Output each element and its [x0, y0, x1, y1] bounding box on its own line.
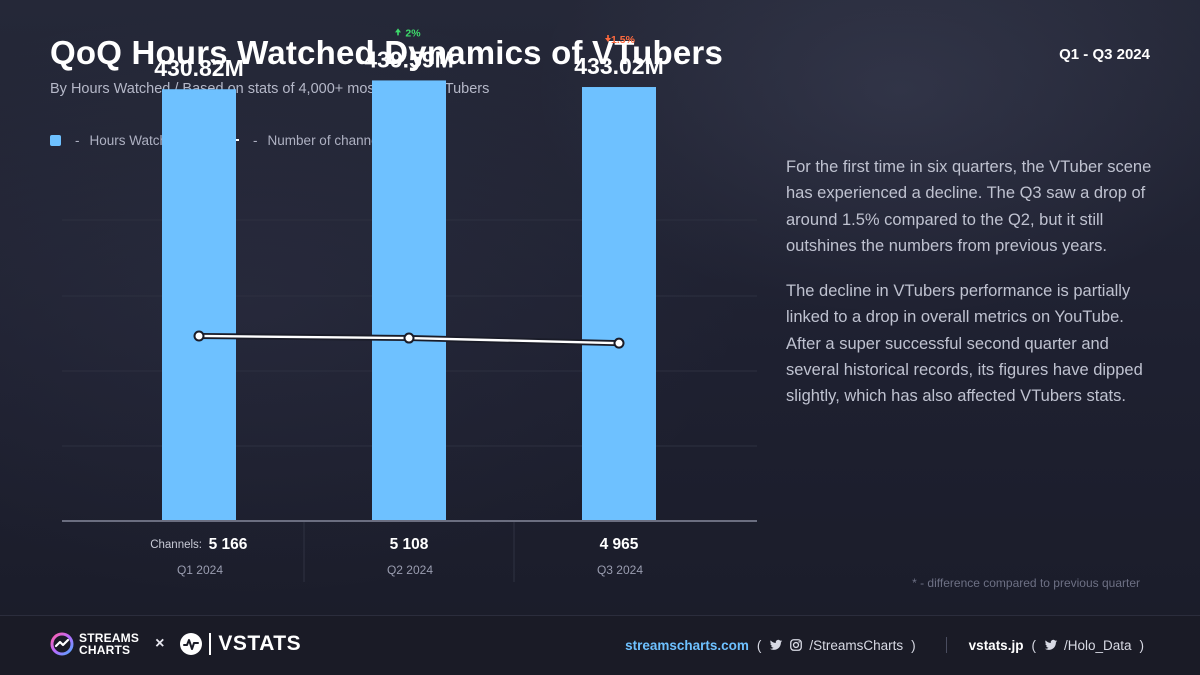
- footer-divider: [945, 637, 947, 653]
- collab-times: ×: [155, 635, 165, 652]
- description-paragraph-1: For the first time in six quarters, the …: [786, 158, 1152, 255]
- bar-chart: 430.82M 439.59M 2% 433.02M 1.5% Channels: 5 16…: [62, 27, 757, 582]
- bar-value-label: 433.02M: [574, 53, 664, 79]
- arrow-up-icon: [395, 28, 401, 36]
- twitter-icon[interactable]: [1044, 638, 1058, 652]
- description: For the first time in six quarters, the …: [786, 154, 1156, 429]
- channels-prefix-label: Channels:: [150, 539, 202, 551]
- vstats-wordmark: VSTATS: [218, 632, 302, 655]
- vstats-logo-icon: [180, 633, 203, 655]
- vstats-handle[interactable]: /Holo_Data: [1063, 637, 1132, 653]
- twitter-icon[interactable]: [769, 638, 783, 652]
- channels-point: [193, 330, 205, 342]
- chart-title: QoQ Hours Watched Dynamics of VTubers: [50, 34, 724, 71]
- legend-dash: -: [75, 132, 80, 148]
- period-label: Q1 - Q3 2024: [1059, 46, 1150, 63]
- footnote: * - difference compared to previous quar…: [912, 576, 1140, 590]
- bar: [372, 80, 446, 521]
- legend-dash: -: [253, 132, 258, 148]
- streamscharts-handle[interactable]: /StreamsCharts: [809, 637, 904, 653]
- channels-value-label: 5 166: [209, 536, 248, 553]
- streamscharts-link[interactable]: streamscharts.com: [625, 637, 749, 653]
- hours-watched-swatch: [50, 134, 61, 146]
- channels-point: [403, 332, 415, 344]
- footer-links: streamscharts.com ( /StreamsCharts ) vst…: [625, 637, 1144, 653]
- legend-hours-label: Hours Watched: [89, 132, 183, 148]
- channels-point: [613, 337, 625, 349]
- footer: STREAMS CHARTS × VSTATS streamscharts.co…: [0, 615, 1200, 675]
- vstats-divider: [209, 633, 212, 655]
- vstats-link[interactable]: vstats.jp: [968, 637, 1024, 653]
- channels-value-label: 4 965: [600, 536, 639, 553]
- bar-value-label: 439.59M: [364, 46, 454, 72]
- instagram-icon[interactable]: [789, 638, 803, 652]
- channels-value-label: 5 108: [390, 536, 429, 553]
- bar: [162, 89, 236, 521]
- streams-charts-logo-icon: [50, 632, 74, 656]
- bar-value-label: 430.82M: [154, 55, 244, 81]
- description-paragraph-2: The decline in VTubers performance is pa…: [786, 282, 1143, 406]
- brand-logos: STREAMS CHARTS × VSTATS: [50, 632, 301, 656]
- arrow-down-icon: [605, 35, 611, 43]
- legend-channels-label: Number of channels: [267, 132, 389, 148]
- change-label: 2%: [405, 27, 421, 39]
- bar: [582, 87, 656, 521]
- x-tick-label: Q1 2024: [177, 563, 223, 577]
- streams-charts-wordmark: STREAMS CHARTS: [79, 631, 140, 657]
- x-tick-label: Q2 2024: [387, 563, 433, 577]
- change-label: 1.5%: [611, 34, 636, 46]
- x-tick-label: Q3 2024: [597, 563, 643, 577]
